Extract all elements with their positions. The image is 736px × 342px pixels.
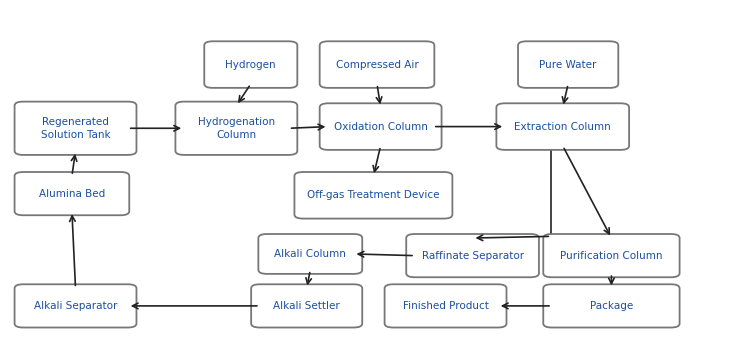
FancyBboxPatch shape: [205, 41, 297, 88]
FancyBboxPatch shape: [518, 41, 618, 88]
FancyBboxPatch shape: [294, 172, 453, 219]
FancyBboxPatch shape: [496, 103, 629, 150]
FancyBboxPatch shape: [319, 103, 442, 150]
Text: Package: Package: [590, 301, 633, 311]
FancyBboxPatch shape: [15, 172, 130, 215]
Text: Finished Product: Finished Product: [403, 301, 489, 311]
FancyBboxPatch shape: [406, 234, 539, 277]
FancyBboxPatch shape: [251, 284, 362, 328]
FancyBboxPatch shape: [319, 41, 434, 88]
Text: Hydrogenation
Column: Hydrogenation Column: [198, 117, 275, 140]
FancyBboxPatch shape: [175, 102, 297, 155]
Text: Pure Water: Pure Water: [539, 60, 597, 69]
Text: Hydrogen: Hydrogen: [225, 60, 276, 69]
Text: Alumina Bed: Alumina Bed: [39, 189, 105, 199]
Text: Oxidation Column: Oxidation Column: [333, 122, 428, 132]
FancyBboxPatch shape: [15, 102, 136, 155]
Text: Regenerated
Solution Tank: Regenerated Solution Tank: [40, 117, 110, 140]
FancyBboxPatch shape: [15, 284, 136, 328]
FancyBboxPatch shape: [258, 234, 362, 274]
Text: Alkali Column: Alkali Column: [275, 249, 346, 259]
Text: Compressed Air: Compressed Air: [336, 60, 418, 69]
Text: Raffinate Separator: Raffinate Separator: [422, 251, 523, 261]
FancyBboxPatch shape: [543, 284, 679, 328]
Text: Off-gas Treatment Device: Off-gas Treatment Device: [307, 190, 439, 200]
Text: Purification Column: Purification Column: [560, 251, 662, 261]
FancyBboxPatch shape: [543, 234, 679, 277]
Text: Alkali Separator: Alkali Separator: [34, 301, 117, 311]
FancyBboxPatch shape: [385, 284, 506, 328]
Text: Alkali Settler: Alkali Settler: [273, 301, 340, 311]
Text: Extraction Column: Extraction Column: [514, 122, 611, 132]
